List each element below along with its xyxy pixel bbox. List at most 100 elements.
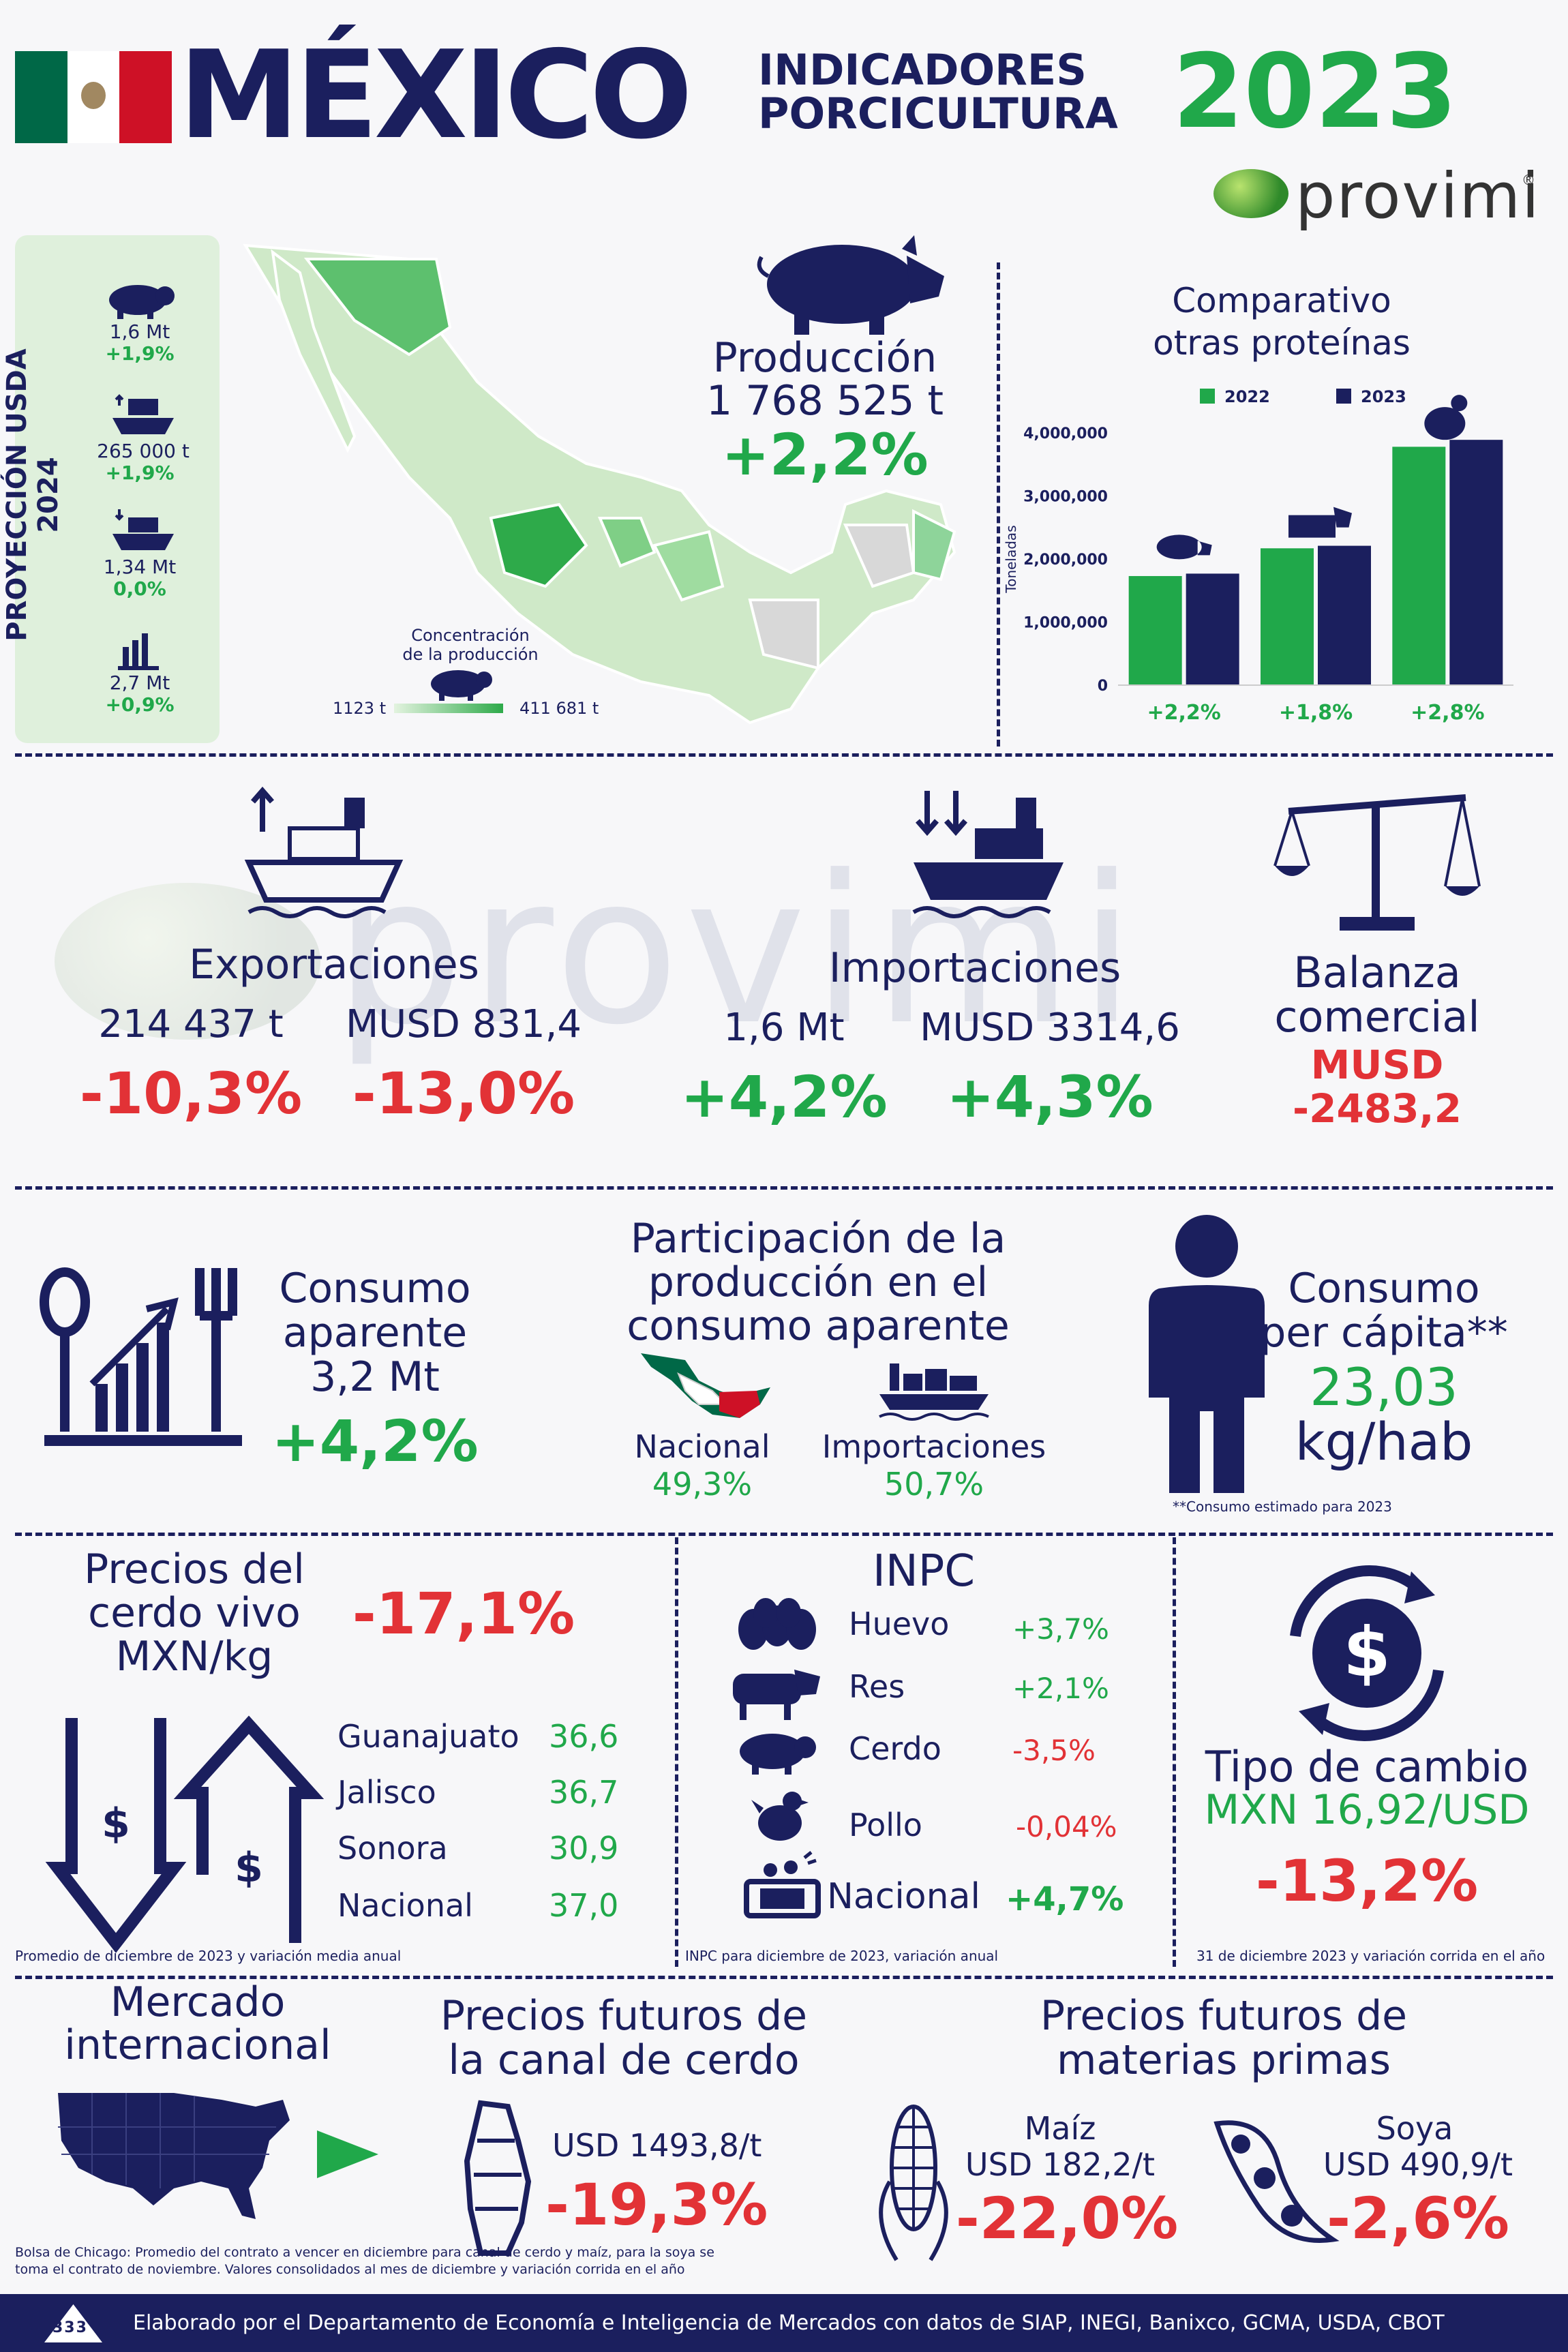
footer-text: Elaborado por el Departamento de Economí… bbox=[133, 2311, 1445, 2335]
soy-change: -2,6% bbox=[1327, 2185, 1509, 2252]
inpc-pig-icon bbox=[740, 1734, 816, 1775]
carcass-l2: la canal de cerdo bbox=[448, 2036, 800, 2084]
inpc-row-2-label: Res bbox=[849, 1668, 905, 1705]
y-tick-label: 0 bbox=[1098, 678, 1108, 695]
live-prices-l2: cerdo vivo bbox=[88, 1589, 301, 1637]
exports-volume-change: -10,3% bbox=[79, 1060, 303, 1127]
inpc-row-3-label: Cerdo bbox=[849, 1730, 941, 1767]
participation-national-label: Nacional bbox=[634, 1428, 770, 1465]
protein-bar-chart: Toneladas 0 1,000,000 2,000,000 3,000,000 4,0… bbox=[1003, 387, 1513, 725]
usda-change-1: +1,9% bbox=[105, 342, 175, 365]
mexico-flag-map-icon bbox=[641, 1353, 770, 1418]
chart-cow-icon bbox=[1288, 507, 1352, 538]
carcass-change: -19,3% bbox=[545, 2171, 768, 2238]
usda-consumption-icon bbox=[118, 633, 159, 670]
carcass-value: USD 1493,8/t bbox=[552, 2127, 762, 2164]
exchange-note: 31 de diciembre 2023 y variación corrida… bbox=[1196, 1948, 1546, 1964]
usda-value-3: 1,34 Mt bbox=[103, 556, 177, 578]
exchange-title: Tipo de cambio bbox=[1205, 1742, 1529, 1792]
eagle-icon bbox=[80, 82, 106, 109]
inpc-row-3-change: -3,5% bbox=[1012, 1734, 1096, 1767]
provimi-registered: ® bbox=[1522, 172, 1535, 188]
y-tick-label: 1,000,000 bbox=[1023, 615, 1108, 632]
price-row-2-value: 36,7 bbox=[549, 1774, 619, 1811]
intl-note-2: toma el contrato de noviembre. Valores c… bbox=[15, 2262, 685, 2277]
usa-map-icon bbox=[58, 2093, 290, 2219]
usda-change-4: +0,9% bbox=[105, 693, 175, 716]
exports-value-change: -13,0% bbox=[352, 1060, 575, 1127]
exchange-rate-icon: $ bbox=[1290, 1565, 1444, 1741]
exchange-change: -13,2% bbox=[1255, 1848, 1479, 1914]
person-icon bbox=[1149, 1215, 1265, 1493]
production-title: Producción bbox=[712, 334, 937, 382]
consumption-l1: Consumo bbox=[279, 1265, 471, 1312]
usda-value-4: 2,7 Mt bbox=[109, 672, 170, 694]
bar-pollo-2023 bbox=[1449, 440, 1503, 685]
divider-vertical-prices-2 bbox=[1173, 1537, 1176, 1967]
production-pig-icon bbox=[757, 235, 944, 335]
raw-l2: materias primas bbox=[1057, 2036, 1391, 2084]
price-row-2-state: Jalisco bbox=[337, 1774, 436, 1811]
intl-l2: internacional bbox=[64, 2021, 331, 2069]
inpc-chicken-icon bbox=[751, 1792, 809, 1841]
corn-icon bbox=[879, 2105, 948, 2261]
balance-value: -2483,2 bbox=[1293, 1085, 1462, 1132]
live-prices-change: -17,1% bbox=[352, 1580, 575, 1647]
change-label-pollo: +2,8% bbox=[1411, 701, 1484, 725]
exports-value: MUSD 831,4 bbox=[345, 1002, 582, 1046]
y-tick-label: 2,000,000 bbox=[1023, 552, 1108, 569]
usda-title: PROYECCIÓN USDA 2024 bbox=[1, 348, 64, 642]
footer-bar bbox=[0, 2294, 1568, 2352]
intl-note-1: Bolsa de Chicago: Promedio del contrato … bbox=[15, 2245, 714, 2260]
provimi-drop-icon bbox=[1213, 169, 1288, 218]
footer-logo: 333 bbox=[37, 2303, 112, 2344]
chart-chicken-icon bbox=[1424, 395, 1468, 440]
inpc-row-2-change: +2,1% bbox=[1012, 1672, 1109, 1705]
price-row-1-value: 36,6 bbox=[549, 1718, 619, 1755]
price-down-up-icon: $$ bbox=[45, 1715, 325, 1953]
change-label-cerdo: +2,2% bbox=[1147, 701, 1220, 725]
balance-scale-icon bbox=[1273, 794, 1481, 931]
consumption-l2: aparente bbox=[282, 1309, 468, 1357]
per-capita-l1: Consumo bbox=[1288, 1265, 1480, 1312]
provimi-logo: provimi ® bbox=[1213, 160, 1541, 232]
inpc-note: INPC para diciembre de 2023, variación a… bbox=[685, 1948, 999, 1964]
balance-title-2: comercial bbox=[1274, 992, 1480, 1042]
inpc-row-5-change: +4,7% bbox=[1006, 1880, 1124, 1918]
inpc-basket-icon bbox=[744, 1851, 821, 1918]
participation-l1: Participación de la bbox=[630, 1215, 1006, 1263]
raw-l1: Precios futuros de bbox=[1040, 1992, 1408, 2040]
per-capita-unit: kg/hab bbox=[1295, 1411, 1473, 1472]
y-axis-label: Toneladas bbox=[1003, 525, 1019, 593]
usda-import-ship-icon bbox=[112, 509, 174, 550]
legend-label-2022: 2022 bbox=[1224, 387, 1270, 406]
y-tick-label: 4,000,000 bbox=[1023, 425, 1108, 442]
divider-1 bbox=[15, 753, 1553, 757]
header-line1: INDICADORES bbox=[758, 45, 1087, 95]
divider-3 bbox=[15, 1533, 1553, 1536]
production-value: 1 768 525 t bbox=[706, 377, 944, 425]
consumption-value: 3,2 Mt bbox=[310, 1353, 440, 1401]
exchange-value: MXN 16,92/USD bbox=[1204, 1786, 1530, 1834]
live-prices-l3: MXN/kg bbox=[115, 1633, 273, 1680]
legend-label-2023: 2023 bbox=[1361, 387, 1406, 406]
usda-change-3: 0,0% bbox=[113, 577, 166, 600]
next-arrow-icon[interactable] bbox=[314, 2127, 382, 2182]
production-change: +2,2% bbox=[721, 421, 929, 488]
change-label-res: +1,8% bbox=[1279, 701, 1353, 725]
soy-icon bbox=[1213, 2120, 1340, 2243]
price-row-3-value: 30,9 bbox=[549, 1830, 619, 1867]
legend-swatch-2022 bbox=[1200, 389, 1215, 404]
chart-pig-icon bbox=[1156, 534, 1212, 560]
divider-2 bbox=[15, 1186, 1553, 1190]
per-capita-note: **Consumo estimado para 2023 bbox=[1173, 1498, 1392, 1515]
live-prices-l1: Precios del bbox=[84, 1546, 305, 1593]
inpc-cow-icon bbox=[733, 1670, 820, 1720]
legend-min: 1123 t bbox=[333, 699, 387, 718]
corn-value: USD 182,2/t bbox=[965, 2146, 1156, 2183]
corn-change: -22,0% bbox=[955, 2185, 1179, 2252]
mexico-flag bbox=[15, 51, 172, 143]
per-capita-value: 23,03 bbox=[1310, 1357, 1458, 1417]
usda-pig-icon bbox=[109, 285, 175, 319]
soy-label: Soya bbox=[1376, 2110, 1453, 2147]
